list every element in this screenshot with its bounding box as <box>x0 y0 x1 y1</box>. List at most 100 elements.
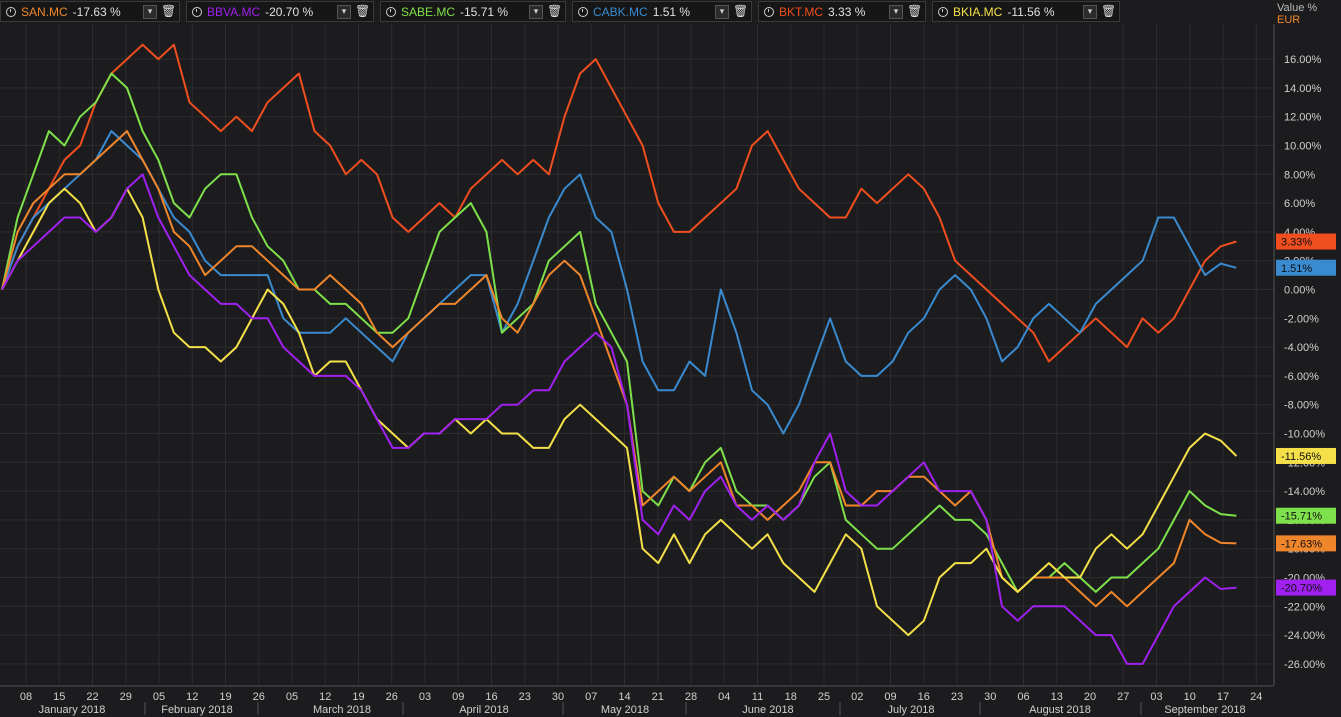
x-tick-label: 09 <box>452 691 464 703</box>
y-tick-label: 12.00% <box>1284 112 1322 124</box>
legend-change: -17.63 % <box>72 4 121 19</box>
x-tick-label: 28 <box>685 691 697 703</box>
x-tick-label: 04 <box>718 691 730 703</box>
legend-symbol: SAN.MC <box>21 4 68 19</box>
y-tick-label: -2.00% <box>1284 313 1319 325</box>
end-value-pill <box>1276 447 1336 464</box>
x-tick-label: 19 <box>219 691 231 703</box>
x-tick-label: 15 <box>53 691 65 703</box>
x-tick-label: 08 <box>20 691 32 703</box>
end-value-label: 1.51% <box>1276 259 1336 276</box>
series-line-bkt-mc <box>1 43 1237 363</box>
y-tick-label: 0.00% <box>1284 285 1315 297</box>
y-tick-label: 6.00% <box>1284 198 1315 210</box>
end-value-text: -20.70% <box>1281 583 1322 595</box>
end-value-label: -17.63% <box>1276 535 1336 552</box>
legend-symbol: BKIA.MC <box>953 4 1003 19</box>
legend-symbol: SABE.MC <box>401 4 456 19</box>
x-tick-label: 05 <box>286 691 298 703</box>
clock-icon <box>6 6 16 17</box>
clock-icon <box>764 6 774 17</box>
end-value-label: -15.71% <box>1276 507 1336 524</box>
axis-unit: Value % EUR <box>1277 2 1335 26</box>
end-value-pill <box>1276 535 1336 552</box>
legend-item-san-mc[interactable]: SAN.MC -17.63 % ▾ 🗑 <box>0 1 180 22</box>
x-tick-label: 02 <box>851 691 863 703</box>
trash-icon[interactable]: 🗑 <box>1101 4 1117 18</box>
end-value-text: 3.33% <box>1281 237 1312 249</box>
x-tick-label: 03 <box>1150 691 1162 703</box>
end-value-text: -11.56% <box>1281 451 1321 463</box>
x-tick-label: 25 <box>818 691 830 703</box>
end-value-label: 3.33% <box>1276 233 1336 250</box>
x-tick-label: 21 <box>652 691 664 703</box>
legend-item-bkt-mc[interactable]: BKT.MC 3.33 % ▾ 🗑 <box>758 1 926 22</box>
end-value-label: -11.56% <box>1276 447 1336 464</box>
x-tick-label: 13 <box>1051 691 1063 703</box>
x-tick-label: 26 <box>253 691 265 703</box>
x-tick-label: 20 <box>1084 691 1096 703</box>
x-tick-label: 03 <box>419 691 431 703</box>
end-value-text: 1.51% <box>1281 263 1312 275</box>
trash-icon[interactable]: 🗑 <box>355 4 371 18</box>
y-tick-label: -26.00% <box>1284 659 1325 671</box>
legend-item-cabk-mc[interactable]: CABK.MC 1.51 % ▾ 🗑 <box>572 1 752 22</box>
x-tick-label: 23 <box>519 691 531 703</box>
x-tick-label: 10 <box>1184 691 1196 703</box>
x-month-label: September 2018 <box>1164 704 1245 716</box>
x-month-label: March 2018 <box>313 704 371 716</box>
y-tick-label: -6.00% <box>1284 371 1319 383</box>
trash-icon[interactable]: 🗑 <box>907 4 923 18</box>
x-tick-label: 22 <box>86 691 98 703</box>
legend-symbol: CABK.MC <box>593 4 648 19</box>
legend-item-sabe-mc[interactable]: SABE.MC -15.71 % ▾ 🗑 <box>380 1 566 22</box>
legend-item-bkia-mc[interactable]: BKIA.MC -11.56 % ▾ 🗑 <box>932 1 1120 22</box>
x-tick-label: 05 <box>153 691 165 703</box>
y-tick-label: 8.00% <box>1284 169 1315 181</box>
x-tick-label: 11 <box>752 691 763 703</box>
chevron-down-icon[interactable]: ▾ <box>715 4 729 19</box>
legend-change: -11.56 % <box>1007 4 1055 19</box>
y-tick-label: 16.00% <box>1284 54 1322 66</box>
chevron-down-icon[interactable]: ▾ <box>529 4 543 19</box>
legend-change: -15.71 % <box>460 4 509 19</box>
end-value-pill <box>1276 507 1336 524</box>
x-tick-label: 24 <box>1250 691 1262 703</box>
series-line-cabk-mc <box>1 130 1237 435</box>
chevron-down-icon[interactable]: ▾ <box>337 4 351 19</box>
legend-bar: SAN.MC -17.63 % ▾ 🗑 BBVA.MC -20.70 % ▾ 🗑 SABE.MC… <box>0 0 1270 24</box>
end-value-text: -15.71% <box>1281 511 1322 523</box>
y-tick-label: -4.00% <box>1284 342 1319 354</box>
axis-unit-label: Value % <box>1277 2 1318 14</box>
clock-icon <box>386 6 396 17</box>
x-tick-label: 07 <box>585 691 597 703</box>
x-tick-label: 30 <box>984 691 996 703</box>
x-tick-label: 14 <box>618 691 630 703</box>
y-tick-label: -10.00% <box>1284 429 1325 441</box>
x-tick-label: 23 <box>951 691 963 703</box>
y-tick-label: -8.00% <box>1284 400 1319 412</box>
chevron-down-icon[interactable]: ▾ <box>1083 4 1097 19</box>
x-tick-label: 26 <box>386 691 398 703</box>
trash-icon[interactable]: 🗑 <box>161 4 177 18</box>
legend-change: 3.33 % <box>828 4 866 19</box>
currency-label: EUR <box>1277 14 1301 26</box>
x-tick-label: 12 <box>186 691 198 703</box>
x-tick-label: 16 <box>485 691 497 703</box>
trash-icon[interactable]: 🗑 <box>733 4 749 18</box>
clock-icon <box>578 6 588 17</box>
chevron-down-icon[interactable]: ▾ <box>143 4 157 19</box>
x-tick-label: 06 <box>1017 691 1029 703</box>
legend-item-bbva-mc[interactable]: BBVA.MC -20.70 % ▾ 🗑 <box>186 1 374 22</box>
x-month-label: January 2018 <box>39 704 106 716</box>
series-line-bkia-mc <box>1 187 1238 637</box>
chevron-down-icon[interactable]: ▾ <box>889 4 903 19</box>
x-tick-label: 16 <box>918 691 930 703</box>
clock-icon <box>938 6 948 17</box>
end-value-pill <box>1276 579 1336 596</box>
trash-icon[interactable]: 🗑 <box>547 4 563 18</box>
legend-symbol: BKT.MC <box>779 4 824 19</box>
y-tick-label: -14.00% <box>1284 486 1325 498</box>
x-month-label: August 2018 <box>1029 704 1091 716</box>
